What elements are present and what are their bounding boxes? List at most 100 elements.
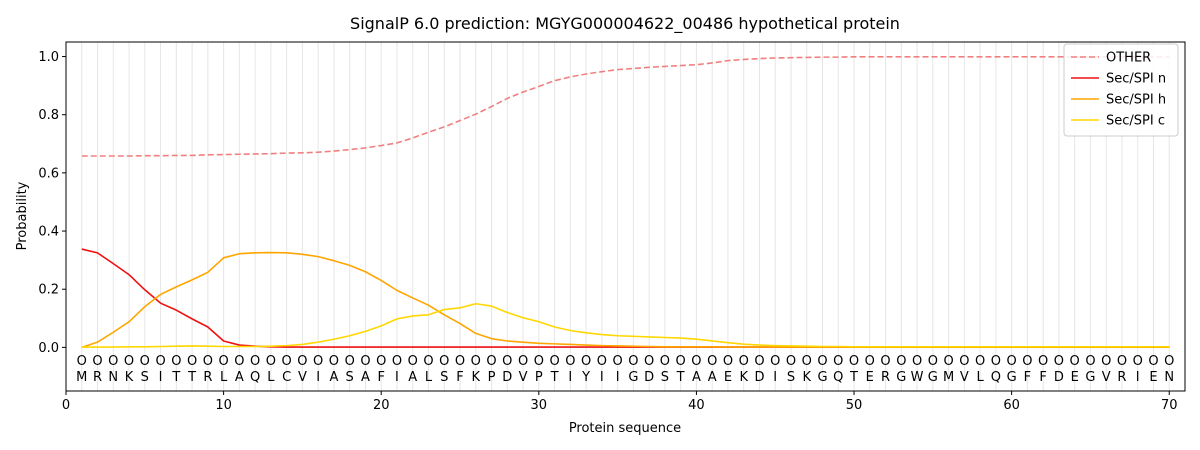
- residue-letter: S: [787, 370, 795, 385]
- x-axis-label: Protein sequence: [569, 421, 681, 436]
- legend-label: Sec/SPI c: [1106, 114, 1165, 129]
- residue-letter: G: [928, 370, 938, 385]
- region-marker: O: [234, 354, 244, 369]
- residue-letter: T: [849, 370, 858, 385]
- region-marker: O: [124, 354, 134, 369]
- y-tick-label: 0.0: [38, 341, 59, 356]
- region-marker: O: [739, 354, 749, 369]
- sequence-track: OMORONOKOSOIOTOTOROLOAOQOLOCOVOIOAOSOAOF…: [76, 354, 1174, 385]
- residue-letter: K: [802, 370, 811, 385]
- residue-letter: V: [960, 370, 969, 385]
- region-marker: O: [108, 354, 118, 369]
- region-marker: O: [518, 354, 528, 369]
- residue-letter: A: [361, 370, 370, 385]
- region-marker: O: [1070, 354, 1080, 369]
- y-tick-label: 0.8: [38, 108, 59, 123]
- residue-letter: T: [171, 370, 180, 385]
- residue-letter: F: [1024, 370, 1031, 385]
- region-marker: O: [565, 354, 575, 369]
- residue-letter: G: [817, 370, 827, 385]
- residue-letter: V: [1102, 370, 1111, 385]
- chart-title: SignalP 6.0 prediction: MGYG000004622_00…: [350, 14, 900, 34]
- y-tick-label: 1.0: [38, 50, 59, 65]
- x-tick-label: 20: [373, 398, 390, 413]
- legend-label: OTHER: [1106, 51, 1151, 66]
- region-marker: O: [218, 354, 228, 369]
- residue-letter: A: [329, 370, 338, 385]
- residue-letter: L: [220, 370, 228, 385]
- residue-letter: K: [125, 370, 134, 385]
- legend-label: Sec/SPI h: [1106, 93, 1166, 108]
- region-marker: O: [250, 354, 260, 369]
- region-marker: O: [203, 354, 213, 369]
- residue-letter: A: [408, 370, 417, 385]
- residue-letter: S: [346, 370, 354, 385]
- region-marker: O: [1007, 354, 1017, 369]
- residue-letter: G: [628, 370, 638, 385]
- residue-letter: L: [976, 370, 984, 385]
- region-marker: O: [1164, 354, 1174, 369]
- residue-letter: Y: [581, 370, 590, 385]
- region-marker: O: [991, 354, 1001, 369]
- residue-letter: V: [519, 370, 528, 385]
- region-marker: O: [896, 354, 906, 369]
- region-marker: O: [77, 354, 87, 369]
- residue-letter: G: [1007, 370, 1017, 385]
- region-marker: O: [691, 354, 701, 369]
- residue-letter: S: [661, 370, 669, 385]
- region-marker: O: [455, 354, 465, 369]
- region-marker: O: [770, 354, 780, 369]
- region-marker: O: [1054, 354, 1064, 369]
- region-marker: O: [502, 354, 512, 369]
- region-marker: O: [408, 354, 418, 369]
- legend: OTHER Sec/SPI n Sec/SPI h Sec/SPI c: [1063, 43, 1179, 137]
- residue-letter: K: [739, 370, 748, 385]
- region-marker: O: [376, 354, 386, 369]
- residue-letter: T: [550, 370, 559, 385]
- residue-letter: L: [425, 370, 433, 385]
- region-marker: O: [943, 354, 953, 369]
- region-marker: O: [581, 354, 591, 369]
- residue-letter: R: [203, 370, 212, 385]
- residue-letter: I: [1136, 370, 1140, 385]
- residue-gridlines: [81, 42, 1170, 391]
- x-axis-ticks: 0 10 20 30 40 50 60 70: [62, 391, 1178, 413]
- region-marker: O: [1022, 354, 1032, 369]
- residue-letter: F: [377, 370, 384, 385]
- region-marker: O: [959, 354, 969, 369]
- residue-letter: I: [616, 370, 620, 385]
- region-marker: O: [345, 354, 355, 369]
- residue-letter: G: [896, 370, 906, 385]
- residue-letter: D: [502, 370, 512, 385]
- region-marker: O: [92, 354, 102, 369]
- region-marker: O: [329, 354, 339, 369]
- region-marker: O: [644, 354, 654, 369]
- residue-letter: Q: [250, 370, 260, 385]
- series-line-sec-spi-h: [81, 251, 1170, 349]
- residue-letter: M: [76, 370, 87, 385]
- region-marker: O: [486, 354, 496, 369]
- residue-letter: T: [187, 370, 196, 385]
- series-line-sec-spi-c: [81, 302, 1170, 348]
- residue-letter: W: [911, 370, 924, 385]
- residue-letter: N: [108, 370, 118, 385]
- residue-letter: E: [1149, 370, 1157, 385]
- y-tick-label: 0.2: [38, 283, 59, 298]
- y-axis-label: Probability: [15, 181, 30, 250]
- region-marker: O: [140, 354, 150, 369]
- region-marker: O: [471, 354, 481, 369]
- residue-letter: I: [316, 370, 320, 385]
- residue-letter: Q: [991, 370, 1001, 385]
- series-line-sec-spi-n: [81, 248, 1170, 348]
- region-marker: O: [975, 354, 985, 369]
- x-tick-label: 70: [1161, 398, 1178, 413]
- region-marker: O: [1038, 354, 1048, 369]
- region-marker: O: [313, 354, 323, 369]
- residue-letter: F: [456, 370, 463, 385]
- residue-letter: T: [676, 370, 685, 385]
- x-tick-label: 50: [846, 398, 863, 413]
- residue-letter: G: [1085, 370, 1095, 385]
- region-marker: O: [817, 354, 827, 369]
- residue-letter: E: [1071, 370, 1079, 385]
